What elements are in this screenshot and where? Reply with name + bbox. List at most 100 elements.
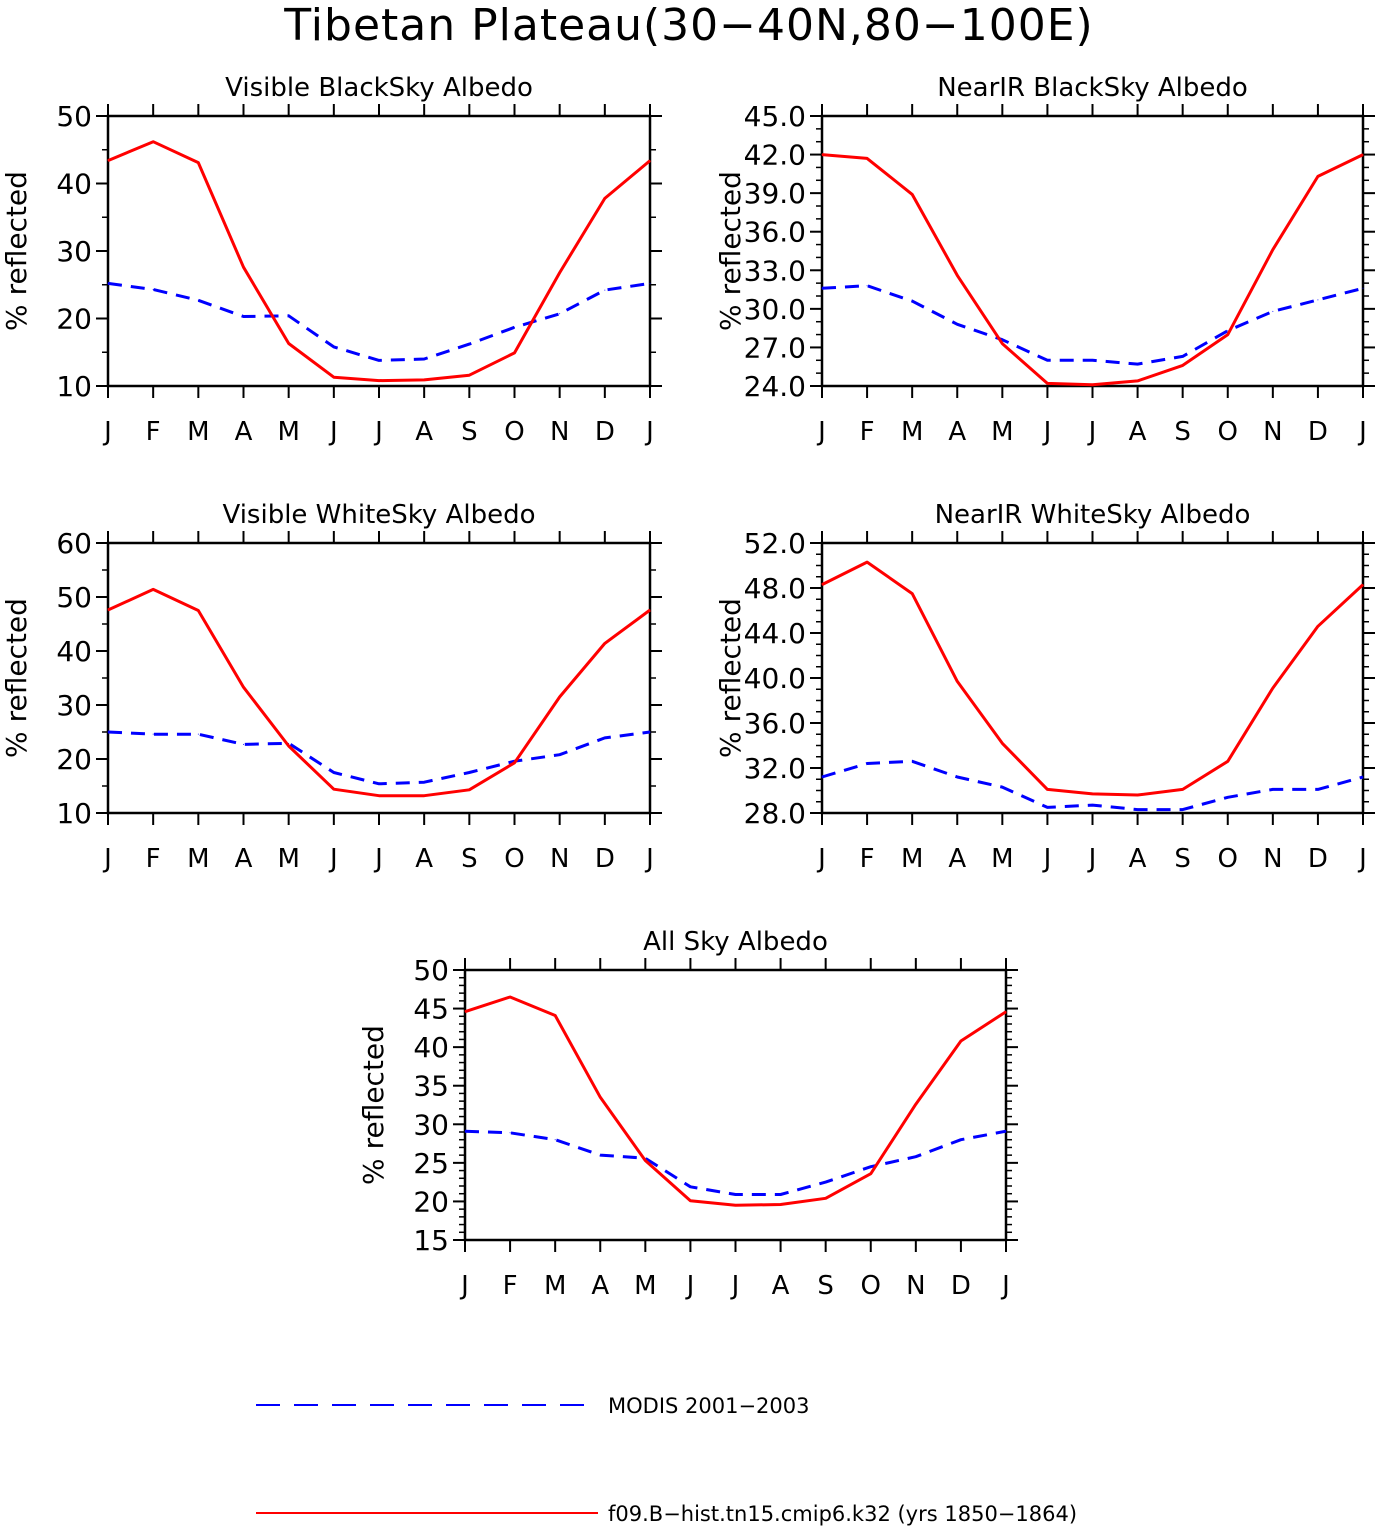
data-point <box>649 282 651 284</box>
x-tick-label: O <box>1218 844 1238 874</box>
data-point <box>735 1193 736 1195</box>
data-point <box>1272 687 1274 689</box>
plot-frame <box>106 114 652 388</box>
x-tick-label: M <box>991 844 1013 874</box>
series-line-model <box>107 587 651 798</box>
data-point <box>509 1132 511 1134</box>
data-point <box>866 285 868 287</box>
data-point <box>821 776 823 778</box>
series-line-modis <box>107 730 651 786</box>
x-tick-label: S <box>817 1271 834 1301</box>
y-tick-label: 24.0 <box>744 370 806 403</box>
data-point <box>821 154 823 156</box>
x-tick-label: F <box>860 844 875 874</box>
x-tick-label: A <box>772 1271 790 1301</box>
x-tick-label: S <box>461 844 478 874</box>
x-tick-label: M <box>187 417 209 447</box>
data-point <box>599 1154 601 1156</box>
x-tick-label: D <box>951 1271 971 1301</box>
y-tick-label: 36.0 <box>744 707 806 740</box>
x-tick-label: J <box>685 1271 695 1301</box>
data-point <box>649 731 651 733</box>
y-tick-label: 45 <box>413 993 449 1026</box>
data-point <box>107 282 109 284</box>
y-tick-label: 39.0 <box>744 177 806 210</box>
x-tick-label: N <box>906 1271 925 1301</box>
y-tick-label: 52.0 <box>744 527 806 560</box>
x-tick-label: A <box>948 844 966 874</box>
x-tick-label: J <box>730 1271 740 1301</box>
data-point <box>780 1193 782 1195</box>
x-tick-label: N <box>550 844 569 874</box>
panel-title: Visible BlackSky Albedo <box>225 73 533 103</box>
data-point <box>960 1040 962 1042</box>
data-point <box>468 343 470 345</box>
series-line-modis <box>107 281 651 362</box>
data-point <box>288 342 290 344</box>
data-point <box>378 380 380 382</box>
x-tick-label: M <box>634 1271 656 1301</box>
data-point <box>956 776 958 778</box>
x-tick-label: M <box>544 1271 566 1301</box>
data-point <box>423 379 425 381</box>
data-point <box>333 788 335 790</box>
data-point <box>1001 742 1003 744</box>
data-point <box>1137 363 1139 365</box>
data-point <box>956 323 958 325</box>
y-tick-label: 50 <box>56 100 92 133</box>
data-point <box>870 1173 872 1175</box>
data-point <box>1317 299 1319 301</box>
data-point <box>1005 1011 1007 1013</box>
x-tick-label: J <box>644 417 654 447</box>
data-point <box>152 733 154 735</box>
data-point <box>780 1204 782 1206</box>
x-tick-label: N <box>1263 417 1282 447</box>
data-point <box>1092 793 1093 795</box>
data-point <box>1137 380 1139 382</box>
data-point <box>152 588 154 590</box>
data-point <box>599 1096 601 1098</box>
x-tick-label: M <box>187 844 209 874</box>
data-point <box>1272 310 1274 312</box>
x-tick-label: F <box>503 1271 518 1301</box>
data-point <box>604 737 606 739</box>
data-point <box>333 346 335 348</box>
x-tick-label: A <box>948 417 966 447</box>
data-point <box>1362 287 1364 289</box>
panel-title: NearIR BlackSky Albedo <box>937 73 1248 103</box>
data-point <box>152 288 154 290</box>
data-point <box>1182 788 1184 790</box>
panel-title: NearIR WhiteSky Albedo <box>935 500 1251 530</box>
data-point <box>197 299 199 301</box>
x-tick-label: J <box>102 417 112 447</box>
y-tick-label: 30 <box>56 689 92 722</box>
series-line-model <box>821 560 1365 797</box>
x-tick-label: N <box>1263 844 1282 874</box>
series-line-model <box>821 153 1364 387</box>
data-point <box>649 160 651 162</box>
x-tick-label: A <box>235 844 253 874</box>
y-tick-label: 60 <box>56 527 92 560</box>
y-tick-label: 28.0 <box>744 797 806 830</box>
data-point <box>333 772 335 773</box>
data-point <box>152 141 154 143</box>
x-tick-label: N <box>550 417 569 447</box>
data-point <box>464 1130 466 1132</box>
data-point <box>1182 355 1184 357</box>
plot-frame <box>820 114 1365 388</box>
x-tick-label: M <box>901 844 923 874</box>
x-tick-label: J <box>816 417 826 447</box>
x-tick-label: D <box>1308 844 1328 874</box>
data-point <box>866 561 868 563</box>
x-tick-label: F <box>146 417 161 447</box>
data-point <box>559 696 561 698</box>
data-point <box>243 743 244 745</box>
panel-title: Visible WhiteSky Albedo <box>222 500 535 530</box>
y-axis-label: % reflected <box>0 598 33 758</box>
x-tick-label: M <box>991 417 1013 447</box>
data-point <box>1227 796 1229 798</box>
data-point <box>956 274 958 276</box>
data-point <box>288 315 290 317</box>
data-point <box>107 609 109 611</box>
